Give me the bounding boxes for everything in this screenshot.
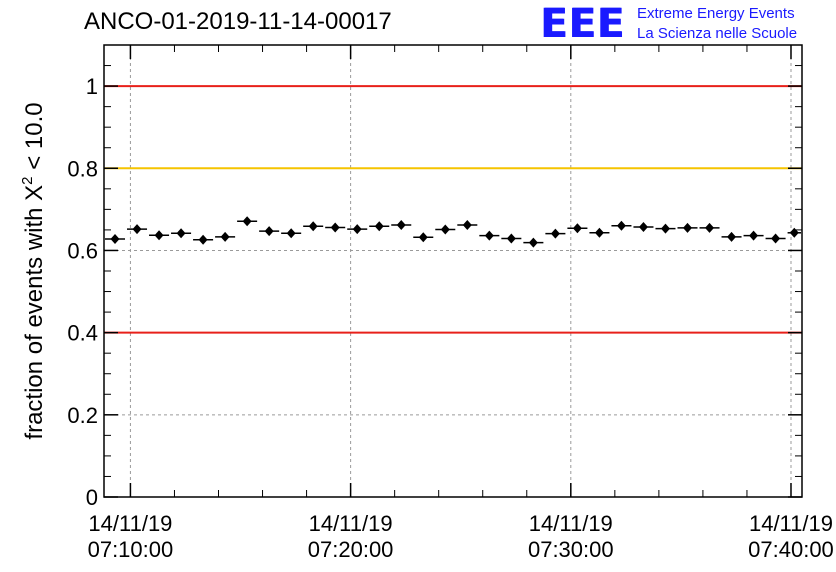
point-marker xyxy=(264,226,274,237)
point-marker xyxy=(771,233,781,244)
data-point xyxy=(787,227,801,238)
point-marker xyxy=(749,230,759,241)
data-point xyxy=(303,221,324,232)
point-marker xyxy=(550,228,560,239)
point-marker xyxy=(638,222,648,233)
point-marker xyxy=(176,228,186,239)
y-axis-label-symbol: X xyxy=(21,185,48,201)
point-marker xyxy=(705,222,715,233)
y-tick-label: 0 xyxy=(86,485,98,510)
data-point xyxy=(567,223,588,234)
x-tick-time: 07:40:00 xyxy=(748,537,834,562)
point-marker xyxy=(683,222,693,233)
point-marker xyxy=(484,230,494,241)
data-point xyxy=(655,223,676,234)
point-marker xyxy=(242,216,252,227)
logo-mark: EEE xyxy=(540,1,625,47)
eee-logo: EEE Extreme Energy Events La Scienza nel… xyxy=(540,2,830,46)
data-point xyxy=(391,219,412,230)
point-marker xyxy=(462,219,472,230)
x-tick-date: 14/11/19 xyxy=(749,511,833,536)
data-point xyxy=(743,230,764,241)
logo-line2: La Scienza nelle Scuole xyxy=(637,25,798,42)
x-tick-time: 07:10:00 xyxy=(88,537,174,562)
x-tick-date: 14/11/19 xyxy=(309,511,393,536)
point-marker xyxy=(418,232,428,243)
data-point xyxy=(413,232,434,243)
chart-title: ANCO-01-2019-11-14-00017 xyxy=(84,8,392,35)
y-tick-label: 0.2 xyxy=(67,403,98,428)
y-axis-label: fraction of events with X2 < 10.0 xyxy=(19,102,48,439)
point-marker xyxy=(506,233,516,244)
data-point xyxy=(457,219,478,230)
y-tick-label: 0.8 xyxy=(67,156,98,181)
point-marker xyxy=(154,230,164,241)
x-tick-date: 14/11/19 xyxy=(88,511,172,536)
y-axis-label-superscript: 2 xyxy=(19,176,36,184)
point-marker xyxy=(572,223,582,234)
data-point xyxy=(171,228,192,239)
point-marker xyxy=(352,224,362,235)
data-point xyxy=(325,222,346,233)
point-marker xyxy=(374,221,384,232)
data-point xyxy=(589,227,610,238)
y-axis-label-suffix: < 10.0 xyxy=(21,102,48,176)
point-marker xyxy=(789,227,799,238)
x-tick-time: 07:30:00 xyxy=(528,537,614,562)
point-marker xyxy=(330,222,340,233)
data-point xyxy=(699,222,720,233)
data-point xyxy=(127,224,148,235)
point-marker xyxy=(727,231,737,242)
data-point xyxy=(523,237,544,248)
point-marker xyxy=(132,224,142,235)
data-point xyxy=(435,224,456,235)
point-marker xyxy=(308,221,318,232)
data-point xyxy=(369,221,390,232)
y-axis-label-prefix: fraction of events with xyxy=(21,201,48,440)
data-point xyxy=(611,220,632,231)
data-point xyxy=(347,224,368,235)
data-point xyxy=(479,230,500,241)
y-tick-label: 0.4 xyxy=(67,321,98,346)
point-marker xyxy=(110,233,120,244)
data-point xyxy=(105,233,126,244)
x-tick-time: 07:20:00 xyxy=(308,537,394,562)
point-marker xyxy=(286,228,296,239)
point-marker xyxy=(396,219,406,230)
point-marker xyxy=(616,220,626,231)
point-marker xyxy=(528,237,538,248)
data-point xyxy=(281,228,302,239)
data-point xyxy=(721,231,742,242)
point-marker xyxy=(660,223,670,234)
data-point xyxy=(193,234,214,245)
x-tick-date: 14/11/19 xyxy=(529,511,613,536)
data-point xyxy=(545,228,566,239)
data-point xyxy=(215,231,236,242)
y-tick-label: 0.6 xyxy=(67,238,98,263)
data-point xyxy=(237,216,258,227)
data-point xyxy=(765,233,786,244)
plot-frame xyxy=(103,44,803,498)
data-point xyxy=(259,226,280,237)
logo-line1: Extreme Energy Events xyxy=(637,5,795,22)
point-marker xyxy=(220,231,230,242)
data-point xyxy=(149,230,170,241)
point-marker xyxy=(594,227,604,238)
data-point xyxy=(677,222,698,233)
data-point xyxy=(633,222,654,233)
y-tick-label: 1 xyxy=(86,74,98,99)
point-marker xyxy=(198,234,208,245)
point-marker xyxy=(440,224,450,235)
data-point xyxy=(501,233,522,244)
